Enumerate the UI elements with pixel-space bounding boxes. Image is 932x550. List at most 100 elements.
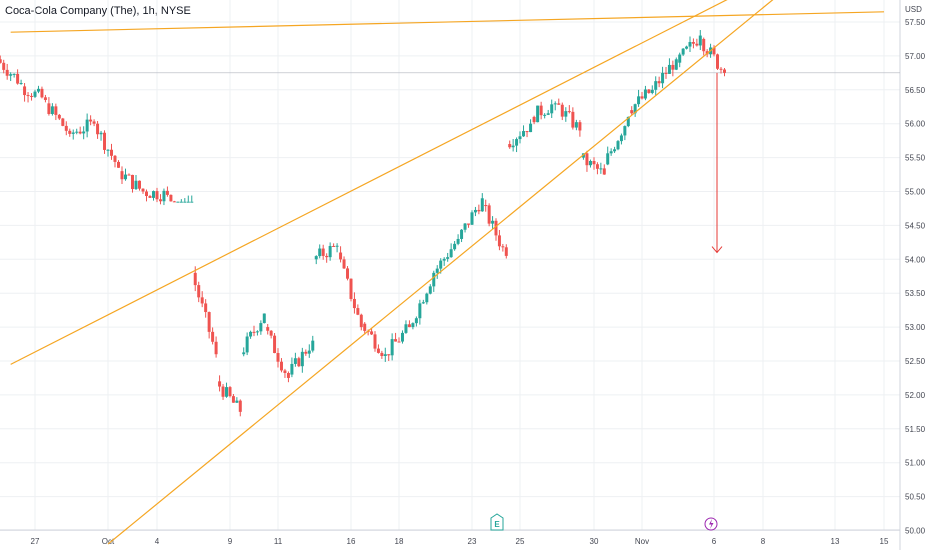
candle-up <box>328 242 332 261</box>
projection-arrow[interactable] <box>711 72 723 254</box>
candle-up <box>186 195 190 203</box>
candle-up <box>293 352 297 367</box>
candle-up <box>262 313 266 324</box>
x-tick-label: 8 <box>761 537 766 546</box>
y-tick-label: 54.00 <box>905 255 926 264</box>
candle-up <box>85 113 89 138</box>
candle-down <box>557 98 561 105</box>
candle-down <box>497 230 501 251</box>
y-tick-label: 53.50 <box>905 289 926 298</box>
candle-down <box>532 115 536 125</box>
candle-down <box>228 385 232 398</box>
candle-up <box>456 234 460 246</box>
candle-down <box>346 266 350 281</box>
candle-down <box>297 356 301 368</box>
candle-up <box>33 89 37 99</box>
candle-down <box>78 126 82 135</box>
candle-up <box>470 210 474 225</box>
candle-up <box>176 201 180 203</box>
candle-up <box>553 101 557 111</box>
y-tick-label: 52.50 <box>905 357 926 366</box>
candle-down <box>89 115 93 126</box>
trendline-wedge-lower[interactable] <box>107 0 787 545</box>
x-tick-label: 16 <box>347 537 356 546</box>
candle-down <box>165 186 169 197</box>
x-tick-label: 13 <box>831 537 840 546</box>
candle-down <box>141 188 145 194</box>
candle-up <box>678 52 682 68</box>
candle-down <box>657 76 661 88</box>
candle-down <box>695 38 699 47</box>
x-tick-label: Oct <box>102 537 115 546</box>
trendline-wedge-upper[interactable] <box>10 0 763 365</box>
candle-up <box>318 244 322 259</box>
candle-up <box>421 299 425 304</box>
candle-up <box>300 347 304 373</box>
candle-up <box>99 130 103 141</box>
earnings-badge[interactable]: E <box>490 513 504 531</box>
candle-down <box>712 45 716 57</box>
candle-up <box>446 252 450 262</box>
y-tick-label: 55.50 <box>905 154 926 163</box>
candle-down <box>539 101 543 120</box>
candle-up <box>307 344 311 358</box>
candle-up <box>124 168 127 181</box>
candle-down <box>602 164 606 175</box>
candle-up <box>428 284 432 295</box>
candle-down <box>376 344 380 354</box>
candle-up <box>681 48 685 56</box>
x-tick-label: Nov <box>635 537 649 546</box>
y-tick-label: 57.00 <box>905 52 926 61</box>
candle-up <box>400 330 404 344</box>
x-tick-label: 6 <box>712 537 717 546</box>
lightning-icon <box>709 519 714 529</box>
candle-down <box>57 113 61 121</box>
dividend-badge[interactable] <box>704 517 718 531</box>
candle-down <box>2 59 6 74</box>
x-tick-label: 23 <box>468 537 477 546</box>
candle-down <box>571 107 575 130</box>
candle-up <box>633 103 637 117</box>
candle-down <box>103 130 107 154</box>
candle-down <box>363 322 367 335</box>
candle-up <box>546 109 550 116</box>
trendline-resistance-horizontal[interactable] <box>10 11 885 33</box>
candle-down <box>197 281 201 303</box>
candle-down <box>467 223 471 228</box>
candle-down <box>158 194 162 205</box>
x-tick-label: 27 <box>31 537 40 546</box>
candle-down <box>339 246 343 263</box>
candle-up <box>290 357 294 378</box>
candle-down <box>110 143 113 160</box>
candle-up <box>574 119 578 131</box>
candle-down <box>560 102 564 121</box>
y-tick-label: 53.00 <box>905 323 926 332</box>
candle-down <box>691 38 695 49</box>
y-axis-currency: USD <box>905 5 922 14</box>
candle-down <box>342 256 346 269</box>
x-tick-label: 9 <box>228 537 233 546</box>
candle-up <box>654 76 658 96</box>
candle-up <box>480 193 484 212</box>
candle-down <box>373 331 377 352</box>
candle-down <box>578 120 582 137</box>
candle-down <box>169 194 173 202</box>
candle-down <box>214 336 218 358</box>
x-tick-label: 30 <box>590 537 599 546</box>
y-tick-label: 56.50 <box>905 86 926 95</box>
candle-up <box>661 66 665 89</box>
candle-down <box>204 299 208 318</box>
candle-up <box>564 107 568 122</box>
candle-up <box>518 131 522 144</box>
candle-down <box>494 218 498 241</box>
candle-down <box>30 93 34 101</box>
y-tick-label: 51.00 <box>905 459 926 468</box>
candle-down <box>332 243 336 247</box>
candle-up <box>613 146 617 153</box>
candle-down <box>397 337 401 343</box>
candle-up <box>491 216 495 230</box>
candle-up <box>390 333 394 361</box>
candle-down <box>349 278 353 302</box>
candle-up <box>650 85 654 95</box>
